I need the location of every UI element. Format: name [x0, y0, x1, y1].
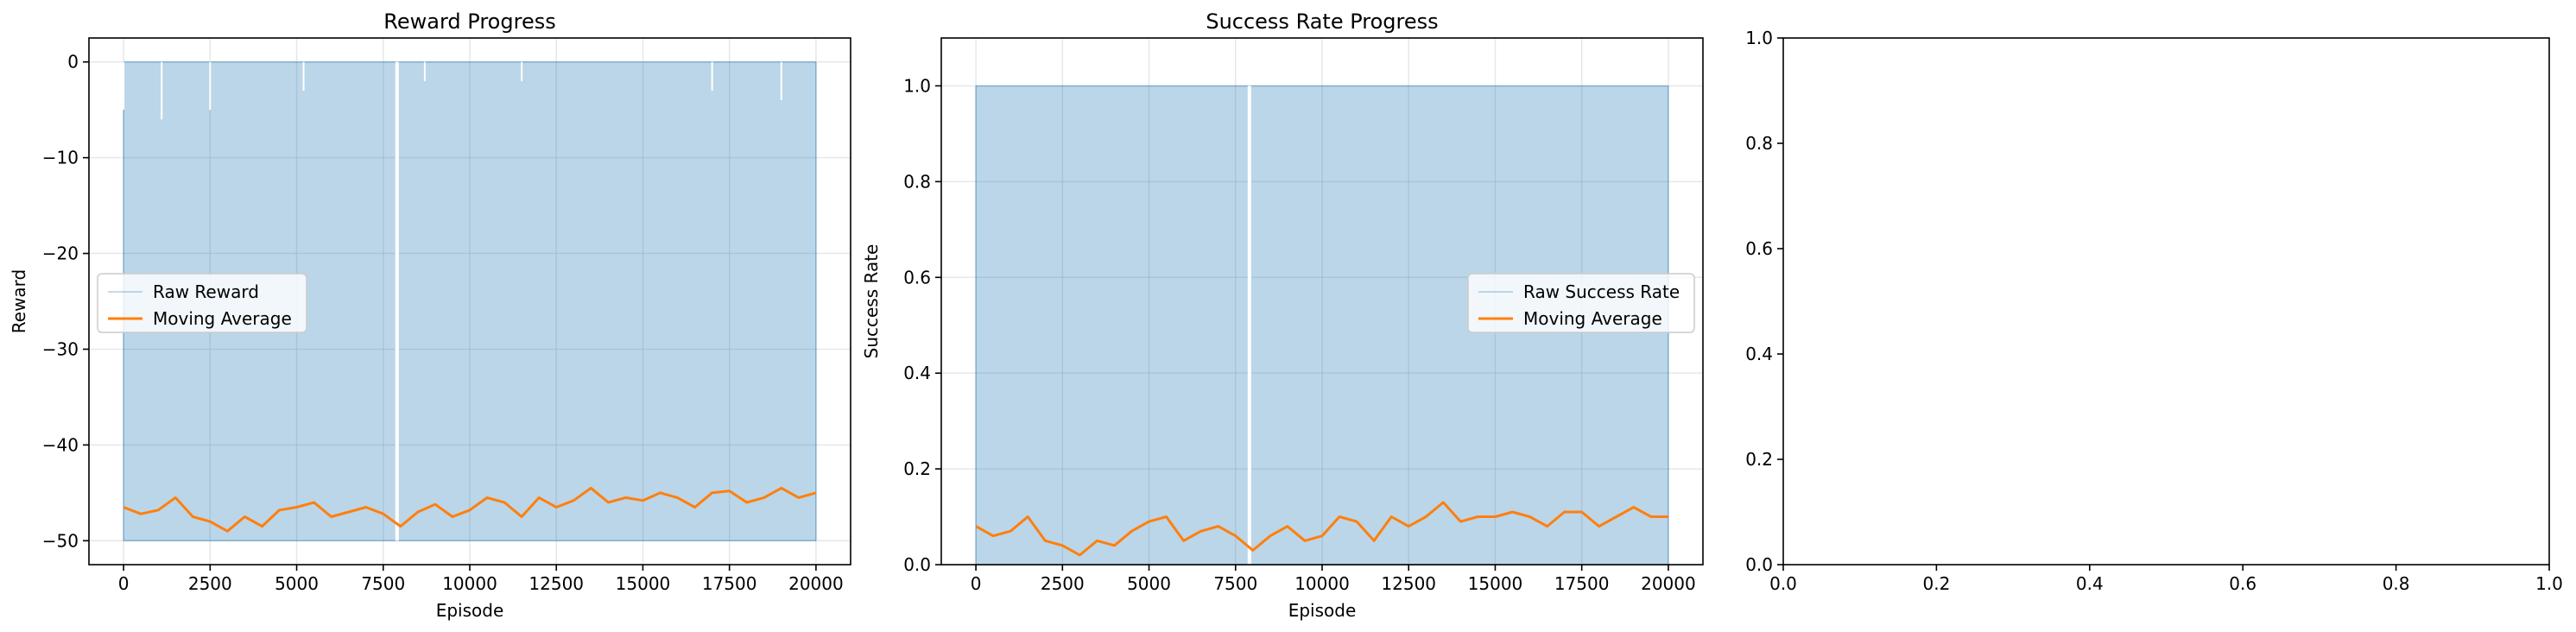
x-axis-label: Episode [436, 600, 504, 621]
y-tick-label: 0.0 [1745, 554, 1773, 575]
x-tick-label: 0 [971, 573, 982, 594]
x-tick-label: 0.8 [2383, 573, 2410, 594]
y-tick-label: 0.8 [903, 171, 931, 192]
success-rate-progress-chart: 0 2500 5000 7500 10000 12500 15000 17500 20000 0.… [861, 9, 1704, 621]
y-tick-label: 0.6 [1745, 238, 1773, 259]
y-tick-label: 1.0 [1745, 28, 1773, 48]
y-axis-label: Success Rate [861, 244, 882, 359]
y-tick-label: 0.4 [1745, 344, 1773, 364]
x-tick-label: 10000 [1294, 573, 1350, 594]
y-tick-label: 0.0 [903, 554, 931, 575]
x-tick-label: 5000 [275, 573, 319, 594]
x-tick-label: 0 [118, 573, 130, 594]
y-tick-label: −40 [42, 434, 79, 455]
x-tick-label: 0.4 [2076, 573, 2104, 594]
plot-area [1783, 38, 2549, 565]
x-tick-label: 0.2 [1922, 573, 1950, 594]
x-tick-label: 7500 [361, 573, 405, 594]
x-tick-label: 15000 [1468, 573, 1523, 594]
x-tick-label: 20000 [788, 573, 844, 594]
y-tick-label: −20 [42, 243, 79, 264]
legend-label: Moving Average [1523, 308, 1662, 329]
x-tick-label: 5000 [1127, 573, 1171, 594]
legend-label: Raw Reward [153, 281, 259, 302]
y-tick-label: −30 [42, 338, 79, 359]
y-tick-label: 0.6 [903, 267, 931, 288]
legend-box [1467, 273, 1695, 333]
x-tick-label: 15000 [616, 573, 671, 594]
axes-frame [1782, 37, 2550, 566]
raw-series-gap [1247, 85, 1251, 566]
x-tick-label: 2500 [188, 573, 232, 594]
legend: Raw Success Rate Moving Average [1467, 273, 1695, 333]
y-tick-label: −50 [42, 530, 79, 551]
y-tick-label: 0.2 [1745, 449, 1773, 470]
empty-chart: 0.0 0.2 0.4 0.6 0.8 1.0 0.0 0.2 0.4 0.6 0.8 1.0 [1745, 28, 2563, 594]
x-tick-label: 12500 [1381, 573, 1436, 594]
y-tick-label: 0.2 [903, 458, 931, 479]
y-tick-label: 0.4 [903, 363, 931, 383]
x-tick-label: 0.0 [1769, 573, 1797, 594]
legend-label: Moving Average [153, 308, 292, 329]
y-axis-label: Reward [9, 269, 29, 333]
x-tick-label: 17500 [1554, 573, 1610, 594]
legend-label: Raw Success Rate [1523, 281, 1680, 302]
x-tick-label: 10000 [442, 573, 497, 594]
chart-title: Success Rate Progress [1206, 9, 1438, 34]
x-tick-label: 2500 [1041, 573, 1085, 594]
x-tick-label: 1.0 [2535, 573, 2563, 594]
y-tick-label: 0 [67, 52, 79, 73]
x-tick-label: 0.6 [2229, 573, 2256, 594]
y-tick-label: 0.8 [1745, 133, 1773, 154]
chart-title: Reward Progress [383, 9, 555, 34]
raw-series-gap [395, 61, 399, 541]
legend: Raw Reward Moving Average [97, 273, 307, 333]
y-tick-label: 1.0 [903, 75, 931, 96]
y-tick-label: −10 [42, 148, 79, 168]
x-axis-label: Episode [1288, 600, 1357, 621]
x-tick-label: 17500 [702, 573, 757, 594]
x-tick-label: 12500 [528, 573, 584, 594]
reward-progress-chart: 0 2500 5000 7500 10000 12500 15000 17500 20000 −5… [9, 9, 851, 621]
x-tick-label: 20000 [1641, 573, 1696, 594]
legend-box [97, 273, 307, 333]
x-tick-label: 7500 [1213, 573, 1257, 594]
